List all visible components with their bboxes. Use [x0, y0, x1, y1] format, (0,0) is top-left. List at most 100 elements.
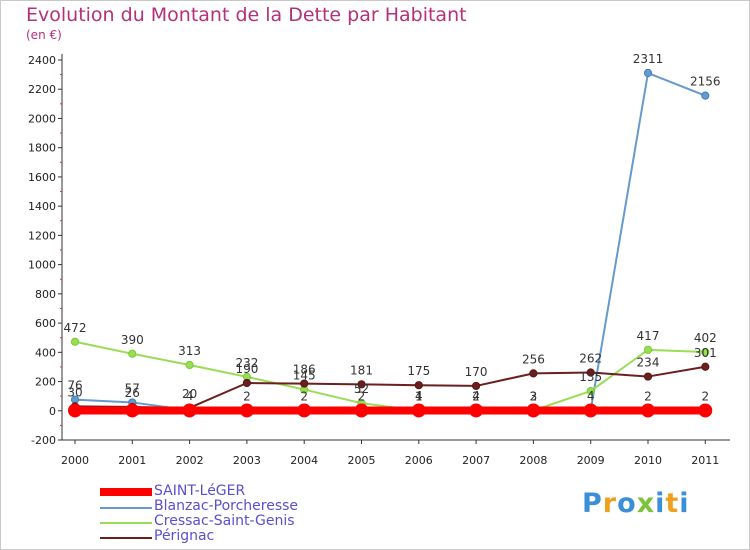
- logo-letter: i: [679, 488, 690, 519]
- logo-letter: P: [582, 488, 603, 519]
- x-tick-label: 2005: [348, 454, 376, 467]
- x-tick-label: 2000: [61, 454, 89, 467]
- y-tick-label: 1800: [28, 142, 56, 155]
- data-label: 301: [694, 346, 717, 360]
- data-label: 1: [415, 390, 423, 404]
- data-label: 76: [67, 379, 82, 393]
- data-label: 4: [587, 389, 595, 403]
- data-label: 2: [644, 389, 652, 403]
- legend-label: Blanzac-Porcheresse: [154, 498, 299, 514]
- y-tick-label: 200: [35, 376, 56, 389]
- data-label: 52: [354, 382, 369, 396]
- series-point-0: [411, 403, 426, 418]
- y-tick-label: 1400: [28, 200, 56, 213]
- series-point-2: [586, 386, 595, 396]
- x-tick-label: 2008: [519, 454, 547, 467]
- legend-label: Pérignac: [154, 528, 215, 544]
- data-label: 145: [293, 369, 316, 383]
- data-label: 20: [182, 387, 197, 401]
- series-point-0: [354, 403, 369, 418]
- proxiti-logo: Proxiti: [582, 488, 690, 519]
- legend-swatch: [100, 507, 152, 509]
- series-point-3: [529, 369, 538, 378]
- series-point-2: [70, 337, 80, 346]
- x-tick-label: 2007: [462, 454, 490, 467]
- data-label: 417: [637, 329, 660, 343]
- y-tick-label: 0: [49, 405, 56, 418]
- series-point-0: [583, 403, 598, 418]
- chart-title: Evolution du Montant de la Dette par Hab…: [26, 4, 467, 26]
- y-tick-label: 2200: [28, 83, 56, 96]
- data-label: 2: [300, 389, 308, 403]
- data-label: 2: [243, 389, 251, 403]
- x-tick-label: 2009: [577, 454, 605, 467]
- logo-letter: o: [617, 488, 637, 519]
- data-label: 2: [472, 389, 480, 403]
- series-point-3: [242, 378, 251, 388]
- series-point-0: [297, 403, 312, 418]
- logo-letter: i: [655, 488, 666, 519]
- data-label: 2156: [690, 75, 721, 89]
- data-label: 190: [235, 362, 258, 376]
- series-point-3: [586, 368, 595, 377]
- series-point-2: [701, 347, 710, 357]
- data-label: 234: [637, 356, 660, 370]
- logo-letter: x: [636, 488, 656, 519]
- data-label: 135: [579, 370, 602, 384]
- data-label: 2: [701, 389, 709, 403]
- series-point-1: [701, 91, 710, 100]
- data-label: 170: [465, 365, 488, 379]
- y-tick-label: 800: [35, 288, 56, 301]
- series-point-3: [472, 381, 481, 391]
- series-point-0: [182, 403, 197, 418]
- legend-label: Cressac-Saint-Genis: [154, 513, 295, 529]
- legend-label: SAINT-LéGER: [154, 483, 246, 499]
- series-line-2: [74, 340, 706, 412]
- logo-letter: t: [665, 488, 680, 519]
- data-label: 262: [579, 351, 602, 365]
- x-tick-label: 2001: [118, 454, 146, 467]
- x-tick-label: 2006: [405, 454, 433, 467]
- series-point-3: [357, 380, 366, 389]
- series-point-3: [300, 379, 309, 388]
- data-label: 2: [530, 389, 538, 403]
- y-tick-label: 1600: [28, 171, 56, 184]
- data-label: 390: [121, 333, 144, 347]
- data-label: 2311: [633, 52, 664, 66]
- series-point-2: [185, 360, 194, 370]
- data-label: 2: [358, 389, 366, 403]
- data-label: 57: [125, 381, 140, 395]
- data-label: 175: [407, 364, 430, 378]
- series-point-1: [643, 68, 653, 78]
- logo-letter: r: [602, 488, 618, 519]
- chart-unit: (en €): [26, 28, 62, 42]
- y-tick-label: 1200: [28, 229, 56, 242]
- series-point-0: [469, 403, 484, 418]
- data-label: 186: [293, 363, 316, 377]
- y-tick-label: 2400: [28, 54, 56, 67]
- x-tick-label: 2003: [233, 454, 261, 467]
- series-point-0: [641, 403, 655, 418]
- series-point-3: [643, 372, 653, 381]
- y-tick-label: 1000: [28, 259, 56, 272]
- y-tick-label: 400: [35, 346, 56, 359]
- y-tick-label: 2000: [28, 112, 56, 125]
- series-point-0: [526, 403, 541, 418]
- y-tick-label: -200: [31, 434, 56, 447]
- legend-swatch: [100, 522, 152, 524]
- data-label: 30: [67, 385, 82, 399]
- legend-swatch: [100, 488, 152, 496]
- data-label: 181: [350, 363, 373, 377]
- series-point-0: [239, 403, 254, 418]
- series-line-3: [74, 365, 706, 409]
- data-label: 472: [64, 321, 87, 335]
- data-label: 4: [472, 389, 480, 403]
- data-label: 3: [530, 389, 538, 403]
- y-tick-label: 600: [35, 317, 56, 330]
- x-tick-label: 2002: [176, 454, 204, 467]
- data-label: 402: [694, 331, 717, 345]
- series-point-3: [701, 362, 710, 371]
- data-label: 26: [125, 386, 140, 400]
